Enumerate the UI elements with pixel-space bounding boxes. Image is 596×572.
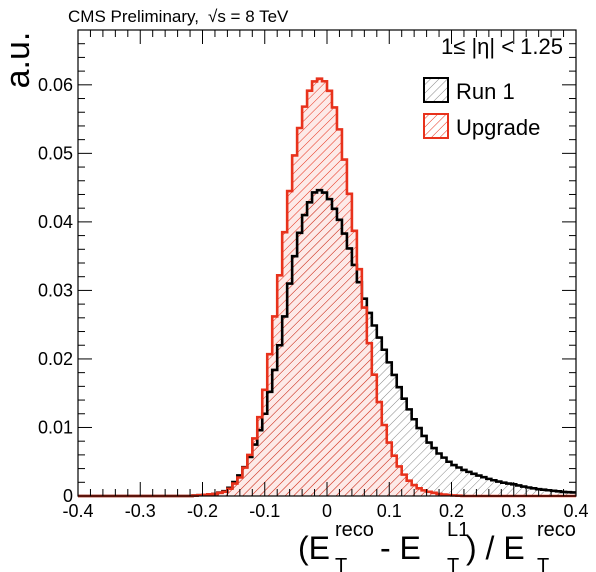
x-tick-label: 0.2 xyxy=(439,501,464,521)
cms-label: CMS Preliminary, xyxy=(68,7,199,26)
x-title-sub-t3: T xyxy=(537,555,549,572)
x-tick-label: 0.1 xyxy=(377,501,402,521)
axis-ticks: -0.4 -0.3 -0.2 -0.1 0 0.1 0.2 0.3 0.4 0 0.01 0.02 0.… xyxy=(38,29,589,521)
legend-label-upgrade: Upgrade xyxy=(456,115,540,140)
x-tick-label: 0.4 xyxy=(563,501,588,521)
x-tick-label: -0.3 xyxy=(125,501,156,521)
x-title-close: ) / E xyxy=(466,530,525,566)
x-title-reco-den: reco xyxy=(537,519,576,541)
x-title-sub-t2: T xyxy=(447,555,459,572)
y-tick-label: 0 xyxy=(63,486,73,506)
x-tick-label: -0.2 xyxy=(187,501,218,521)
histogram-layer xyxy=(78,77,576,498)
x-title-reco-num: reco xyxy=(335,519,374,541)
legend: Run 1 Upgrade xyxy=(423,77,540,140)
y-tick-label: 0.02 xyxy=(38,349,73,369)
series-hatch-upgrade xyxy=(78,78,576,496)
legend-label-run1: Run 1 xyxy=(456,79,515,104)
x-tick-label: -0.1 xyxy=(249,501,280,521)
legend-swatch-run1 xyxy=(423,77,449,103)
y-tick-label: 0.03 xyxy=(38,280,73,300)
x-title-l1: L1 xyxy=(447,519,469,541)
x-axis-title: (E reco T - E L1 T ) / E reco T xyxy=(298,519,576,572)
y-tick-label: 0.05 xyxy=(38,143,73,163)
y-tick-label: 0.04 xyxy=(38,212,73,232)
legend-swatch-upgrade xyxy=(423,113,449,139)
y-tick-label: 0.01 xyxy=(38,417,73,437)
y-tick-label: 0.06 xyxy=(38,75,73,95)
x-title-minus: - E xyxy=(380,530,421,566)
x-tick-label: 0 xyxy=(322,501,332,521)
eta-range-label: 1≤ |η| < 1.25 xyxy=(441,34,563,59)
energy-label: √s = 8 TeV xyxy=(208,7,289,26)
x-tick-label: -0.4 xyxy=(62,501,93,521)
x-title-lparen: (E xyxy=(298,530,330,566)
x-title-sub-t1: T xyxy=(335,555,347,572)
x-tick-label: 0.3 xyxy=(501,501,526,521)
y-axis-title: a.u. xyxy=(0,32,37,89)
